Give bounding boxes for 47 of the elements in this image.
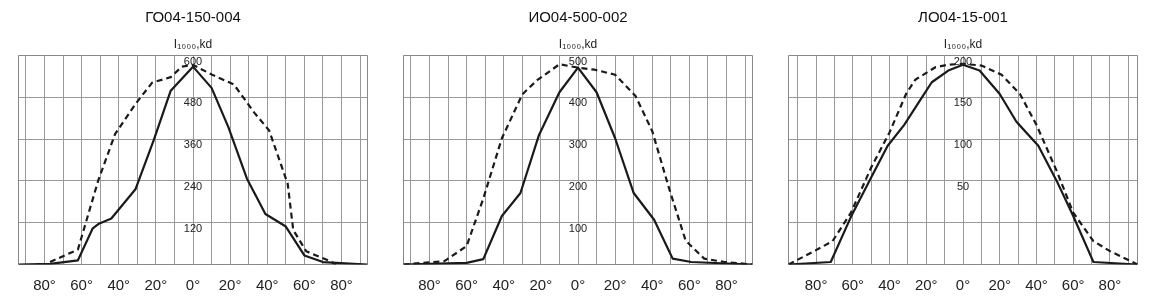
x-tick-label: 20° — [603, 275, 627, 293]
y-tick-label: 600 — [183, 54, 203, 67]
y-axis-title: I₁₀₀₀,kd — [558, 36, 598, 51]
x-tick-label: 60° — [293, 275, 316, 293]
x-tick-label: 0° — [570, 275, 586, 293]
x-tick-label: 20° — [144, 275, 168, 293]
x-tick-label: 80° — [1098, 275, 1122, 293]
x-tick-label: 20° — [218, 275, 242, 293]
x-tick-label: 80° — [804, 275, 828, 293]
x-tick-label: 20° — [914, 275, 938, 293]
y-tick-label: 300 — [568, 138, 588, 151]
x-tick-label: 20° — [529, 275, 553, 293]
y-tick-label: 120 — [183, 221, 203, 234]
y-tick-label: 360 — [183, 138, 203, 151]
x-tick-label: 60° — [70, 275, 93, 293]
y-tick-label: 400 — [568, 96, 588, 109]
x-tick-label: 60° — [1061, 275, 1085, 293]
x-tick-label: 60° — [841, 275, 865, 293]
y-tick-label: 200 — [568, 179, 588, 192]
x-tick-label: 40° — [255, 275, 279, 293]
x-tick-label: 80° — [715, 275, 738, 293]
y-tick-label: 500 — [568, 54, 588, 67]
y-axis-title: I₁₀₀₀,kd — [943, 36, 983, 51]
x-tick-label: 40° — [107, 275, 131, 293]
x-tick-label: 0° — [185, 275, 201, 293]
y-tick-label: 100 — [568, 221, 588, 234]
chart-title: ГО04-150-004 — [145, 7, 241, 25]
x-tick-label: 40° — [878, 275, 901, 293]
x-tick-label: 80° — [418, 275, 441, 293]
y-tick-label: 50 — [956, 179, 970, 192]
x-tick-label: 80° — [33, 275, 56, 293]
y-axis-title: I₁₀₀₀,kd — [173, 36, 213, 51]
x-tick-label: 60° — [455, 275, 478, 293]
x-tick-label: 80° — [330, 275, 353, 293]
y-tick-label: 100 — [953, 138, 973, 151]
x-tick-label: 40° — [1025, 275, 1048, 293]
y-tick-label: 480 — [183, 96, 203, 109]
x-tick-label: 60° — [678, 275, 701, 293]
x-tick-label: 40° — [492, 275, 516, 293]
y-tick-label: 200 — [953, 54, 973, 67]
y-tick-label: 150 — [953, 96, 973, 109]
x-tick-label: 40° — [640, 275, 664, 293]
x-tick-label: 20° — [988, 275, 1012, 293]
x-tick-label: 0° — [955, 275, 971, 293]
chart-title: ИО04-500-002 — [528, 7, 628, 25]
y-tick-label: 240 — [183, 179, 203, 192]
chart-title: ЛО04-15-001 — [918, 7, 1008, 25]
